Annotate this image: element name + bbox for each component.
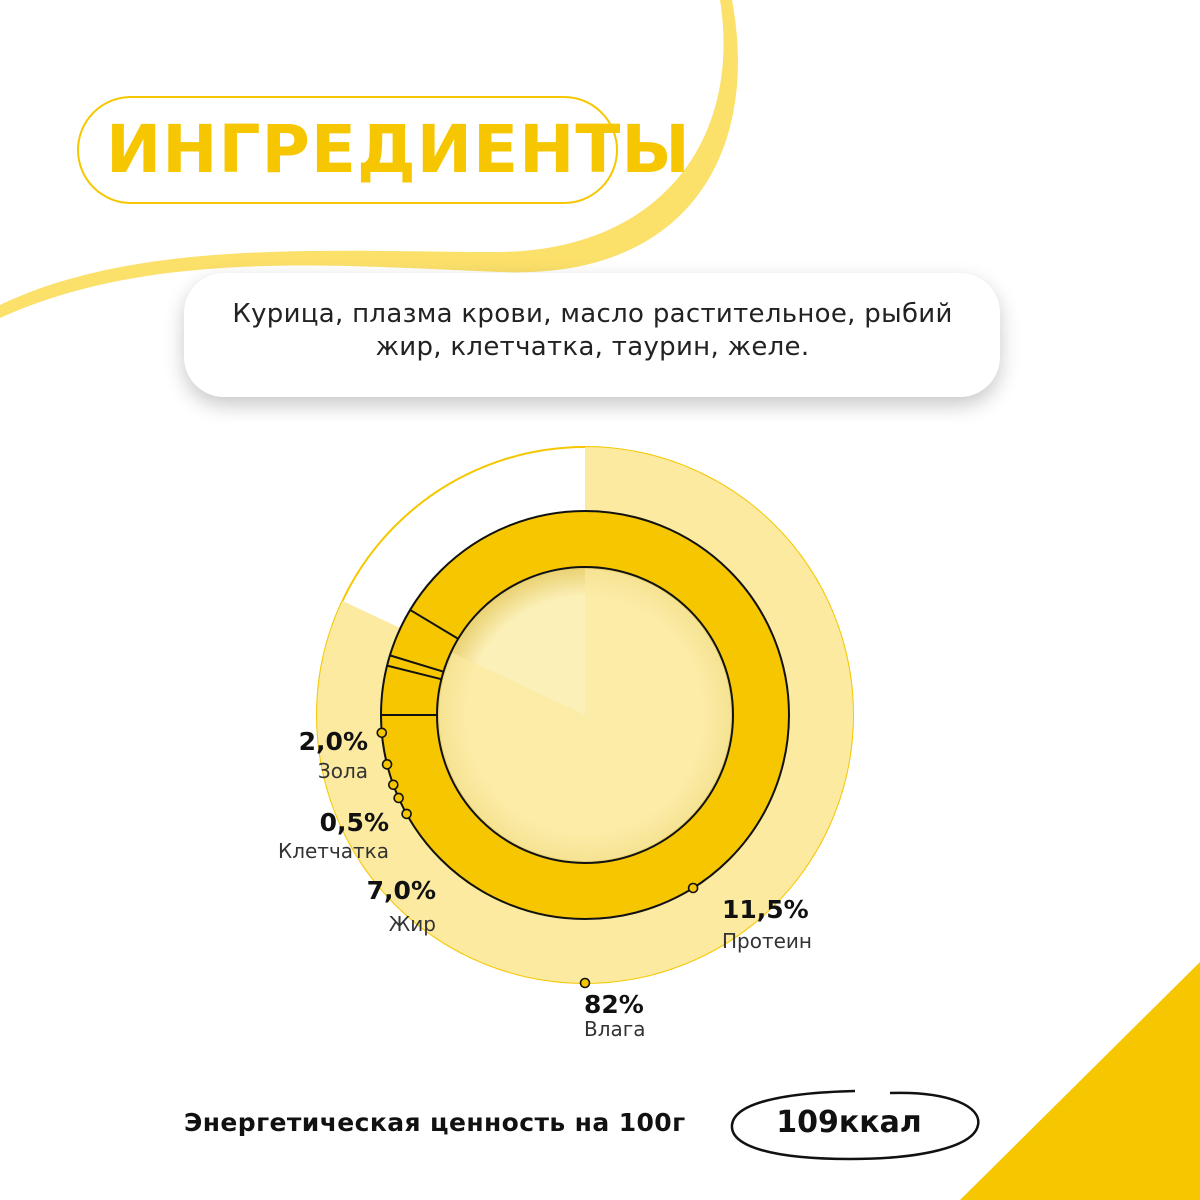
protein-value-label: 11,5% xyxy=(722,895,809,924)
ash-name-label: Зола xyxy=(318,759,368,783)
ingredients-text: Курица, плазма крови, масло растительное… xyxy=(200,298,985,364)
ingredients-line-2: жир, клетчатка, таурин, желе. xyxy=(375,332,810,362)
ash-value-label: 2,0% xyxy=(299,727,368,756)
fiber-value-label: 0,5% xyxy=(320,808,389,837)
energy-label: Энергетическая ценность на 100г xyxy=(184,1108,686,1137)
energy-value: 109ккал xyxy=(776,1105,922,1140)
segment-divider xyxy=(386,664,442,681)
ingredients-card xyxy=(184,273,1000,397)
moisture-value-label: 82% xyxy=(584,990,644,1019)
protein-name-label: Протеин xyxy=(722,929,812,953)
title-frame xyxy=(77,96,618,204)
moisture-name-label: Влага xyxy=(584,1017,646,1041)
marker-dot xyxy=(579,977,591,989)
segment-divider xyxy=(389,654,444,673)
segment-divider xyxy=(409,609,459,640)
marker-dot xyxy=(376,727,388,739)
marker-dot xyxy=(388,779,399,791)
moisture-center-sector xyxy=(439,569,731,862)
energy-oval xyxy=(730,1089,980,1161)
fiber-name-label: Клетчатка xyxy=(278,839,389,863)
fat-value-label: 7,0% xyxy=(367,876,436,905)
ingredients-line-1: Курица, плазма крови, масло растительное… xyxy=(232,299,953,329)
marker-dot xyxy=(393,792,404,804)
marker-dot xyxy=(381,759,393,770)
decorative-triangle xyxy=(960,962,1200,1200)
marker-dot xyxy=(401,808,412,820)
decorative-swoosh xyxy=(0,0,738,318)
page-title: ИНГРЕДИЕНТЫ xyxy=(106,111,691,188)
marker-dot xyxy=(687,882,699,894)
fat-name-label: Жир xyxy=(389,912,436,936)
